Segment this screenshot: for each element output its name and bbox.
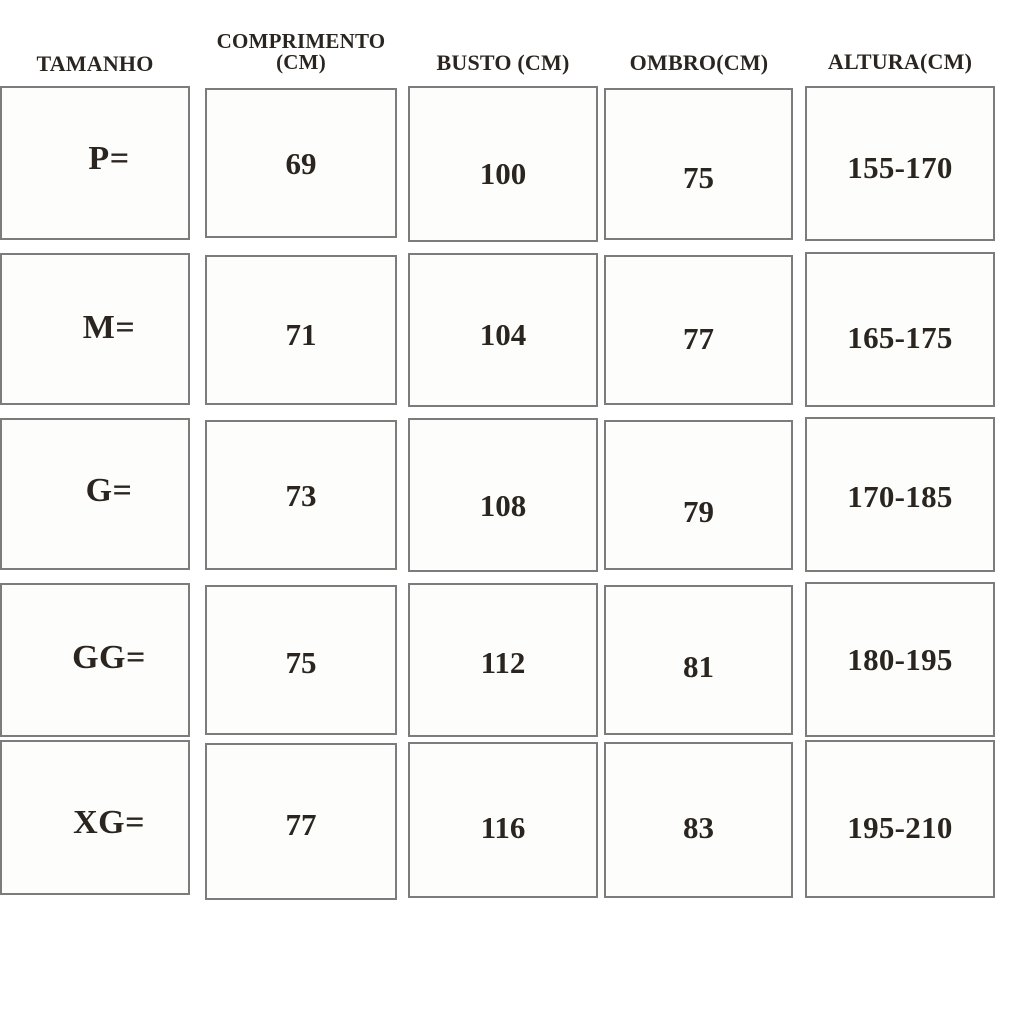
table-cell-size: GG= xyxy=(0,583,190,737)
table-cell-size: G= xyxy=(0,418,190,570)
column-header-comprimento: COMPRIMENTO (CM) xyxy=(216,29,386,75)
column-header-busto: BUSTO (CM) xyxy=(436,50,570,75)
cell-value: 195-210 xyxy=(847,810,953,845)
table-cell-comprimento: 77 xyxy=(205,743,397,900)
table-cell-busto: 112 xyxy=(408,583,598,737)
table-cell-size: P= xyxy=(0,86,190,240)
table-cell-size: XG= xyxy=(0,740,190,895)
table-cell-comprimento: 71 xyxy=(205,255,397,405)
cell-value: 79 xyxy=(683,494,714,529)
table-cell-altura: 170-185 xyxy=(805,417,995,572)
column-header-ombro: OMBRO(CM) xyxy=(629,50,769,75)
cell-value: 116 xyxy=(480,810,526,845)
column-header-altura: ALTURA(CM) xyxy=(827,49,973,74)
table-cell-ombro: 83 xyxy=(604,742,793,898)
table-cell-ombro: 79 xyxy=(604,420,793,570)
cell-value: M= xyxy=(82,309,136,346)
cell-value: P= xyxy=(88,140,130,177)
table-cell-altura: 155-170 xyxy=(805,86,995,241)
table-cell-busto: 104 xyxy=(408,253,598,407)
cell-value: 77 xyxy=(285,807,317,842)
cell-value: GG= xyxy=(72,639,146,676)
cell-value: 100 xyxy=(479,156,527,191)
table-cell-size: M= xyxy=(0,253,190,405)
cell-value: 104 xyxy=(479,317,527,352)
cell-value: 83 xyxy=(683,810,714,845)
cell-value: 170-185 xyxy=(847,479,953,514)
table-cell-busto: 108 xyxy=(408,418,598,572)
table-cell-comprimento: 69 xyxy=(205,88,397,238)
table-cell-comprimento: 73 xyxy=(205,420,397,570)
table-cell-comprimento: 75 xyxy=(205,585,397,735)
table-cell-busto: 116 xyxy=(408,742,598,898)
cell-value: 165-175 xyxy=(847,320,953,355)
cell-value: XG= xyxy=(73,804,145,841)
cell-value: 75 xyxy=(285,645,317,680)
cell-value: 71 xyxy=(285,317,317,352)
cell-value: 69 xyxy=(285,146,317,181)
cell-value: 155-170 xyxy=(847,150,953,185)
cell-value: 73 xyxy=(285,478,317,513)
column-header-tamanho: TAMANHO xyxy=(36,51,154,76)
cell-value: 77 xyxy=(683,321,714,356)
cell-value: 75 xyxy=(683,160,714,195)
table-cell-ombro: 77 xyxy=(604,255,793,405)
table-cell-altura: 195-210 xyxy=(805,740,995,898)
table-cell-altura: 165-175 xyxy=(805,252,995,407)
cell-value: 108 xyxy=(479,488,527,523)
cell-value: G= xyxy=(85,472,133,509)
table-cell-ombro: 81 xyxy=(604,585,793,735)
table-cell-busto: 100 xyxy=(408,86,598,242)
cell-value: 112 xyxy=(480,645,526,680)
cell-value: 180-195 xyxy=(847,642,953,677)
table-cell-ombro: 75 xyxy=(604,88,793,240)
table-cell-altura: 180-195 xyxy=(805,582,995,737)
cell-value: 81 xyxy=(683,649,714,684)
